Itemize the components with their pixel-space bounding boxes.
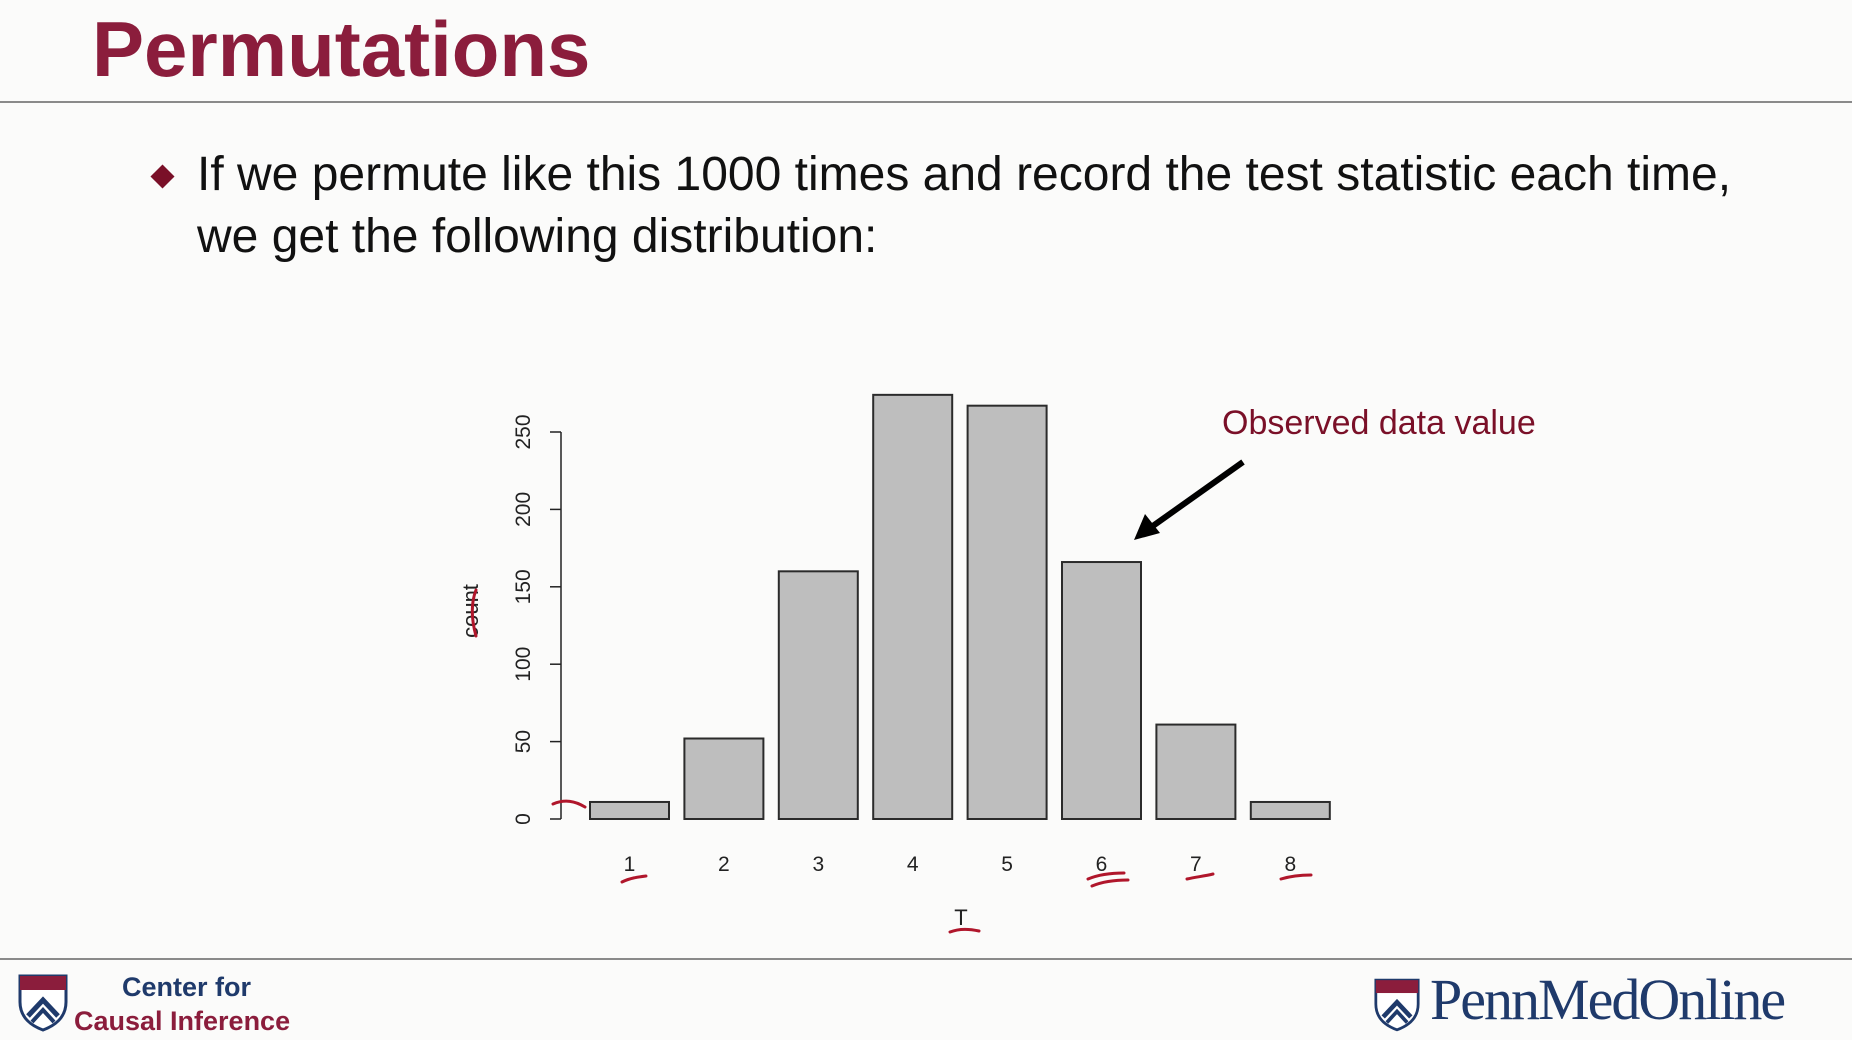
x-tick-label-2: 2 [718,853,730,876]
ink-mark-x6a [1086,871,1126,881]
ink-mark-x6b [1090,878,1130,888]
ink-mark-x7 [1185,872,1215,881]
footer-divider [0,958,1852,960]
footer-brand-text: PennMedOnline [1430,967,1786,1032]
penn-shield-icon [1374,978,1420,1032]
bar-8 [1249,800,1331,820]
x-tick-label-3: 3 [812,853,824,876]
bullet-text: If we permute like this 1000 times and r… [197,148,1732,263]
footer-org-line2: Causal Inference [74,1006,291,1036]
ink-mark-ylabel [470,588,478,638]
ink-mark-x8 [1279,873,1313,881]
annotation-arrowhead [1134,514,1160,540]
x-tick-label-1: 1 [624,853,636,876]
y-tick-label-50: 50 [512,730,535,753]
bar-5 [966,404,1048,820]
bar-6 [1061,561,1142,820]
title-divider [0,101,1852,103]
annotation-text: Observed data value [1222,404,1536,442]
footer-org-line1: Center for [122,972,252,1002]
y-tick-label-200: 200 [512,492,535,527]
y-tick-label-150: 150 [512,569,535,604]
center-for-causal-inference-logo: Center for Causal Inference [18,968,338,1038]
bar-2 [683,737,765,821]
y-tick-label-0: 0 [512,813,535,825]
bar-7 [1155,723,1237,821]
y-tick-label-250: 250 [512,414,535,449]
x-tick-label-6: 6 [1096,853,1108,876]
x-tick-label-4: 4 [907,853,919,876]
ink-mark-x1 [620,874,648,884]
ink-mark-xlabel [948,927,981,934]
x-tick-label-7: 7 [1190,853,1202,876]
pennmedonline-logo: PennMedOnline [1374,967,1844,1036]
x-axis-label: T [954,905,967,930]
penn-shield-icon [18,974,68,1032]
bar-1 [589,800,670,820]
y-axis-label: count [458,584,483,638]
slide-title: Permutations [92,5,591,93]
annotation-arrow-line [1148,459,1245,531]
ink-mark-zero [551,799,587,809]
bar-4 [872,393,954,820]
x-tick-label-8: 8 [1284,853,1296,876]
bar-3 [777,570,859,820]
y-tick-label-100: 100 [512,647,535,682]
x-tick-label-5: 5 [1001,853,1013,876]
